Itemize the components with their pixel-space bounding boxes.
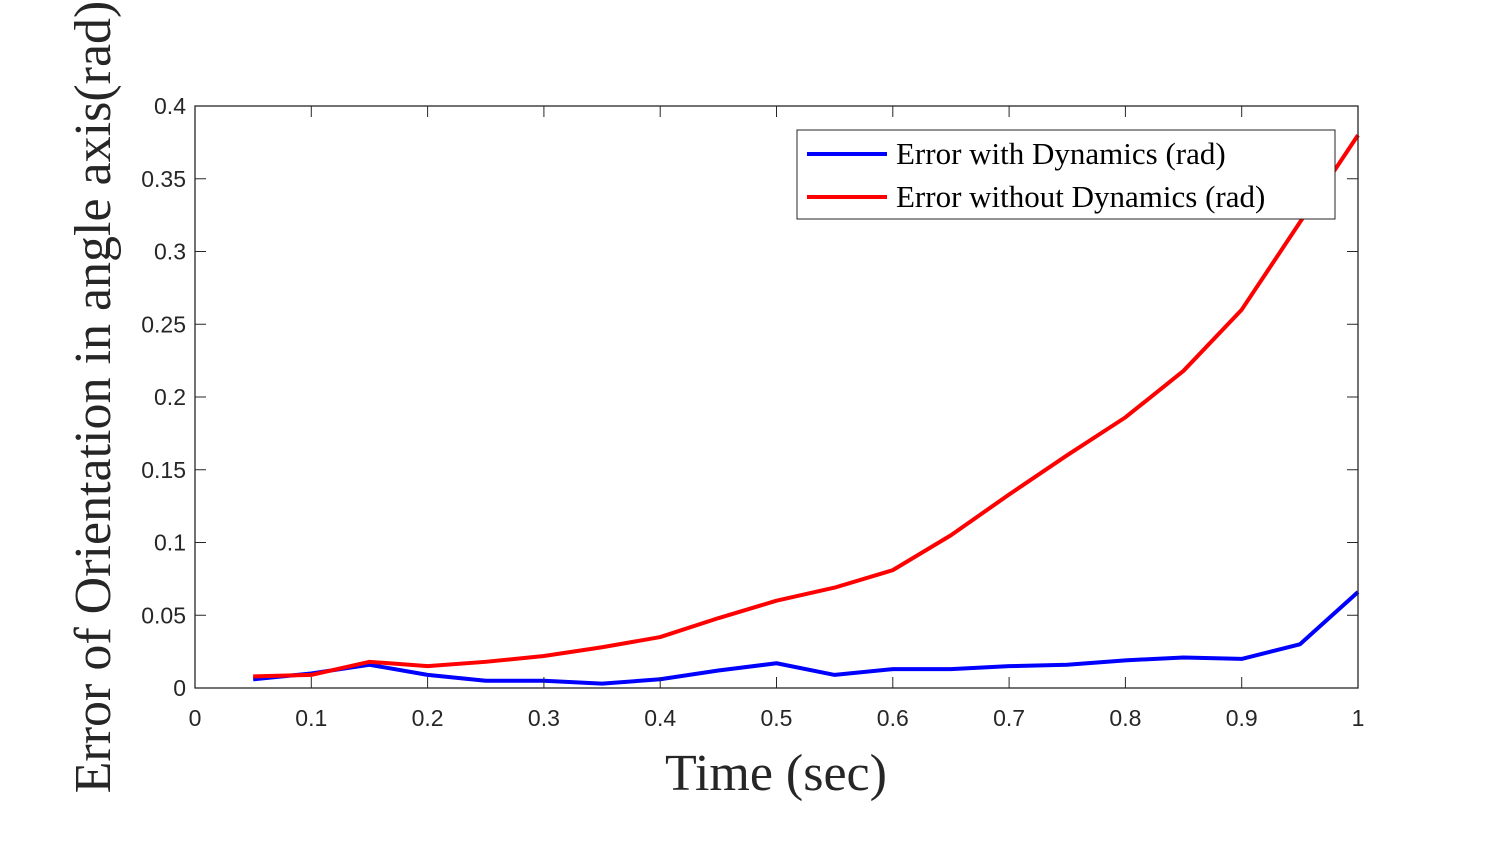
y-tick-label: 0.35 xyxy=(141,166,186,192)
series-layer xyxy=(252,133,1360,686)
y-tick-label: 0.15 xyxy=(141,457,186,483)
x-tick-label: 0.6 xyxy=(877,705,909,731)
x-tick-label: 0.4 xyxy=(644,705,676,731)
x-tick-label: 0.5 xyxy=(761,705,793,731)
x-axis-label: Time (sec) xyxy=(665,745,887,802)
legend-label-with-dynamics: Error with Dynamics (rad) xyxy=(896,136,1226,171)
legend: Error with Dynamics (rad) Error without … xyxy=(796,129,1336,220)
x-tick-label: 0.2 xyxy=(412,705,444,731)
tick-layer: 0 0.1 0.2 0.3 0.4 0.5 0.6 0.7 0.8 0.9 1 0 0.05 0.1 0.1… xyxy=(141,93,1364,731)
x-tick-label: 0.7 xyxy=(993,705,1025,731)
legend-label-without-dynamics: Error without Dynamics (rad) xyxy=(896,179,1265,214)
series-line-with-dynamics xyxy=(252,590,1360,686)
y-tick-label: 0.3 xyxy=(154,239,186,265)
series-line-without-dynamics xyxy=(253,133,1360,679)
x-tick-label: 1 xyxy=(1352,705,1365,731)
x-tick-label: 0.8 xyxy=(1109,705,1141,731)
x-tick-label: 0.1 xyxy=(295,705,327,731)
y-tick-label: 0.4 xyxy=(154,93,186,119)
x-tick-label: 0 xyxy=(189,705,202,731)
y-tick-label: 0.25 xyxy=(141,311,186,337)
y-tick-label: 0.05 xyxy=(141,602,186,628)
y-tick-label: 0.2 xyxy=(154,384,186,410)
x-tick-label: 0.9 xyxy=(1226,705,1258,731)
y-tick-label: 0 xyxy=(173,675,186,701)
y-axis-label: Error of Orientation in angle axis(rad) xyxy=(65,1,122,794)
y-tick-label: 0.1 xyxy=(154,530,186,556)
x-tick-label: 0.3 xyxy=(528,705,560,731)
legend-box xyxy=(796,129,1336,220)
